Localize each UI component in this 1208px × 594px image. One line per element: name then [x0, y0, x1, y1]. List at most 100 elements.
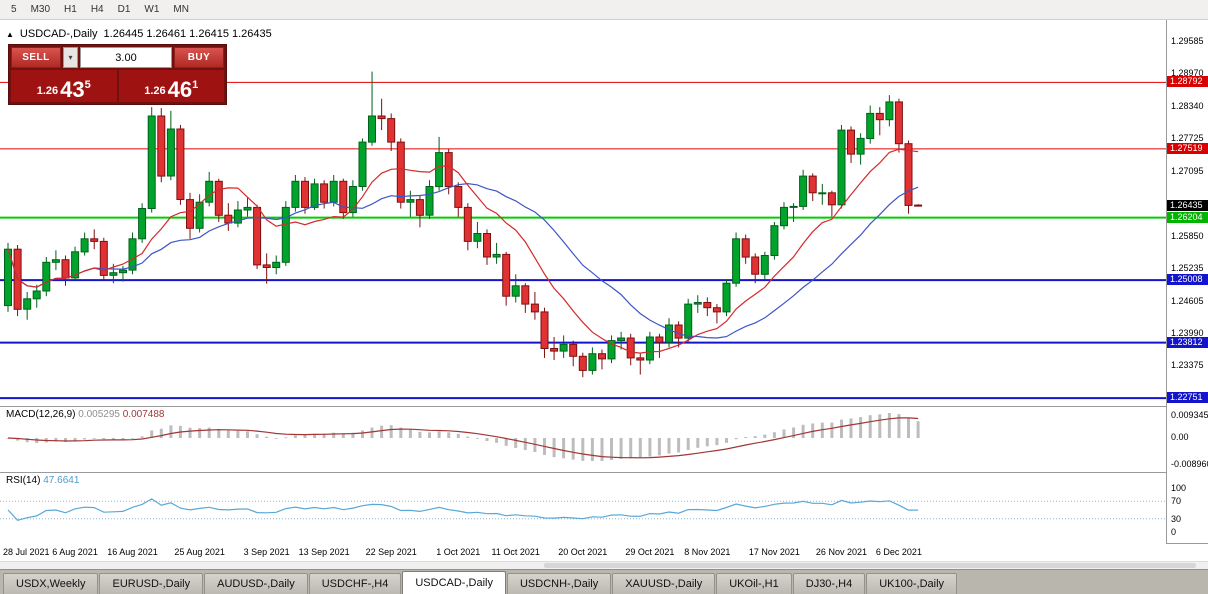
- sell-button[interactable]: SELL: [11, 47, 61, 68]
- date-label: 8 Nov 2021: [684, 547, 731, 557]
- price-tick-label: 1.27095: [1171, 166, 1204, 177]
- chart-workspace: ▲ USDCAD-,Daily 1.26445 1.26461 1.26415 …: [0, 20, 1208, 594]
- ask-price-display: 1.26 46 1: [118, 70, 224, 102]
- date-label: 6 Dec 2021: [875, 547, 922, 557]
- rsi-panel-resize-divider[interactable]: [0, 472, 1208, 473]
- chart-tab[interactable]: DJ30-,H4: [792, 573, 866, 594]
- chart-tab-bar: USDX,Weekly EURUSD-,Daily AUDUSD-,Daily USD…: [0, 569, 1208, 594]
- rsi-axis-label: 30: [1171, 513, 1182, 524]
- chart-tab[interactable]: UK100-,Daily: [866, 573, 958, 594]
- price-tick-label: 1.24605: [1171, 296, 1204, 307]
- rsi-label: RSI(14) 47.6641: [6, 475, 79, 486]
- macd-indicator-canvas[interactable]: [0, 407, 1166, 472]
- price-axis[interactable]: 1.29585 1.28970 1.28340 1.27725 1.27095 1.258…: [1166, 20, 1208, 543]
- date-label: 22 Sep 2021: [365, 547, 417, 557]
- macd-histogram: [6, 413, 920, 461]
- price-badge: 1.25008: [1167, 274, 1208, 286]
- price-tick-label: 1.28340: [1171, 101, 1204, 112]
- macd-value-signal: 0.007488: [122, 409, 165, 420]
- scrollbar-thumb[interactable]: [543, 563, 1196, 568]
- timeframe-button-M30[interactable]: M30: [24, 2, 57, 17]
- date-label: 6 Aug 2021: [52, 547, 98, 557]
- chart-title: ▲ USDCAD-,Daily 1.26445 1.26461 1.26415 …: [6, 28, 272, 40]
- rsi-axis-label: 100: [1171, 483, 1187, 493]
- timeframe-button-D1[interactable]: D1: [111, 2, 138, 17]
- timeframe-button-H1[interactable]: H1: [57, 2, 84, 17]
- price-tick-label: 1.25235: [1171, 263, 1204, 274]
- timeframe-button-MN[interactable]: MN: [166, 2, 196, 17]
- rsi-value: 47.6641: [43, 475, 80, 486]
- macd-signal-line: [7, 417, 919, 459]
- timeframe-button-H4[interactable]: H4: [84, 2, 111, 17]
- date-label: 13 Sep 2021: [298, 547, 350, 557]
- rsi-line: [7, 498, 919, 521]
- chart-tab[interactable]: USDCAD-,Daily: [402, 571, 506, 594]
- macd-axis-label: -0.008960: [1171, 459, 1208, 469]
- price-tick-label: 1.25850: [1171, 231, 1204, 242]
- ma-blue-line: [7, 182, 919, 339]
- ma-red-line: [7, 148, 919, 354]
- macd-axis-label: 0.009345: [1171, 410, 1208, 420]
- price-tick-label: 1.28970: [1171, 68, 1204, 79]
- chart-tab[interactable]: EURUSD-,Daily: [99, 573, 204, 594]
- chart-tab[interactable]: USDCHF-,H4: [308, 573, 402, 594]
- price-tick-label: 1.27725: [1171, 133, 1204, 144]
- rsi-axis-label: 0: [1171, 527, 1177, 537]
- volume-dropdown-icon[interactable]: ▾: [63, 47, 78, 68]
- macd-axis-label: 0.00: [1171, 432, 1189, 442]
- price-badge: 1.26435: [1167, 199, 1208, 211]
- bid-prefix: 1.26: [36, 85, 59, 97]
- price-tick-label: 1.29585: [1171, 36, 1204, 46]
- price-badge: 1.23812: [1167, 336, 1208, 348]
- bid-price-display: 1.26 43 5: [11, 70, 117, 102]
- timeframe-button-W1[interactable]: W1: [137, 2, 166, 17]
- chart-symbol-label: USDCAD-,Daily: [19, 28, 98, 40]
- price-badge: 1.28792: [1167, 76, 1208, 88]
- date-label: 20 Oct 2021: [558, 547, 608, 557]
- price-badge: 1.22751: [1167, 392, 1208, 404]
- chart-tab[interactable]: AUDUSD-,Daily: [204, 573, 308, 594]
- candles-layer: [4, 71, 923, 378]
- chart-ohlc-values: 1.26445 1.26461 1.26415 1.26435: [103, 28, 272, 40]
- main-chart-canvas[interactable]: [0, 20, 1166, 406]
- date-label: 16 Aug 2021: [107, 547, 158, 557]
- macd-name: MACD(12,26,9): [6, 409, 76, 420]
- chart-tab[interactable]: UKOil-,H1: [716, 573, 792, 594]
- date-label: 3 Sep 2021: [243, 547, 290, 557]
- macd-panel-resize-divider[interactable]: [0, 406, 1208, 407]
- bid-big-digits: 43: [60, 77, 85, 102]
- chart-tab[interactable]: USDX,Weekly: [3, 573, 99, 594]
- date-label: 28 Jul 2021: [3, 547, 50, 557]
- date-axis: 28 Jul 2021 6 Aug 2021 16 Aug 2021 25 Aug 2…: [0, 543, 1166, 561]
- chart-marker-icon: ▲: [6, 29, 14, 39]
- ask-prefix: 1.26: [144, 85, 166, 97]
- volume-input[interactable]: [80, 47, 172, 68]
- date-label: 25 Aug 2021: [174, 547, 225, 557]
- bid-pip-digit: 5: [84, 79, 91, 91]
- timeframe-button-5[interactable]: 5: [4, 2, 24, 17]
- date-label: 17 Nov 2021: [748, 547, 800, 557]
- price-badge: 1.27519: [1167, 142, 1208, 154]
- date-label: 11 Oct 2021: [491, 547, 540, 557]
- macd-label: MACD(12,26,9) 0.005295 0.007488: [6, 409, 164, 420]
- ask-big-digits: 46: [167, 77, 193, 102]
- rsi-axis-label: 70: [1171, 496, 1182, 507]
- date-label: 26 Nov 2021: [815, 547, 867, 557]
- rsi-indicator-canvas[interactable]: [0, 473, 1166, 543]
- ask-pip-digit: 1: [192, 79, 199, 91]
- macd-value-main: 0.005295: [78, 409, 120, 420]
- chart-tab[interactable]: USDCNH-,Daily: [506, 573, 612, 594]
- rsi-name: RSI(14): [6, 475, 41, 486]
- price-badge: 1.26204: [1167, 211, 1208, 223]
- date-label: 1 Oct 2021: [436, 547, 481, 557]
- price-tick-label: 1.23375: [1171, 360, 1204, 371]
- horizontal-scrollbar[interactable]: [0, 561, 1208, 569]
- chart-tab[interactable]: XAUUSD-,Daily: [612, 573, 716, 594]
- buy-button[interactable]: BUY: [174, 47, 224, 68]
- date-label: 29 Oct 2021: [625, 547, 675, 557]
- price-tick-label: 1.23990: [1171, 328, 1204, 339]
- one-click-trading-panel: SELL ▾ BUY 1.26 43 5 1.26 46 1: [8, 44, 227, 105]
- horizontal-lines: [0, 81, 1166, 400]
- timeframe-toolbar: 5 M30 H1 H4 D1 W1 MN: [0, 0, 1208, 20]
